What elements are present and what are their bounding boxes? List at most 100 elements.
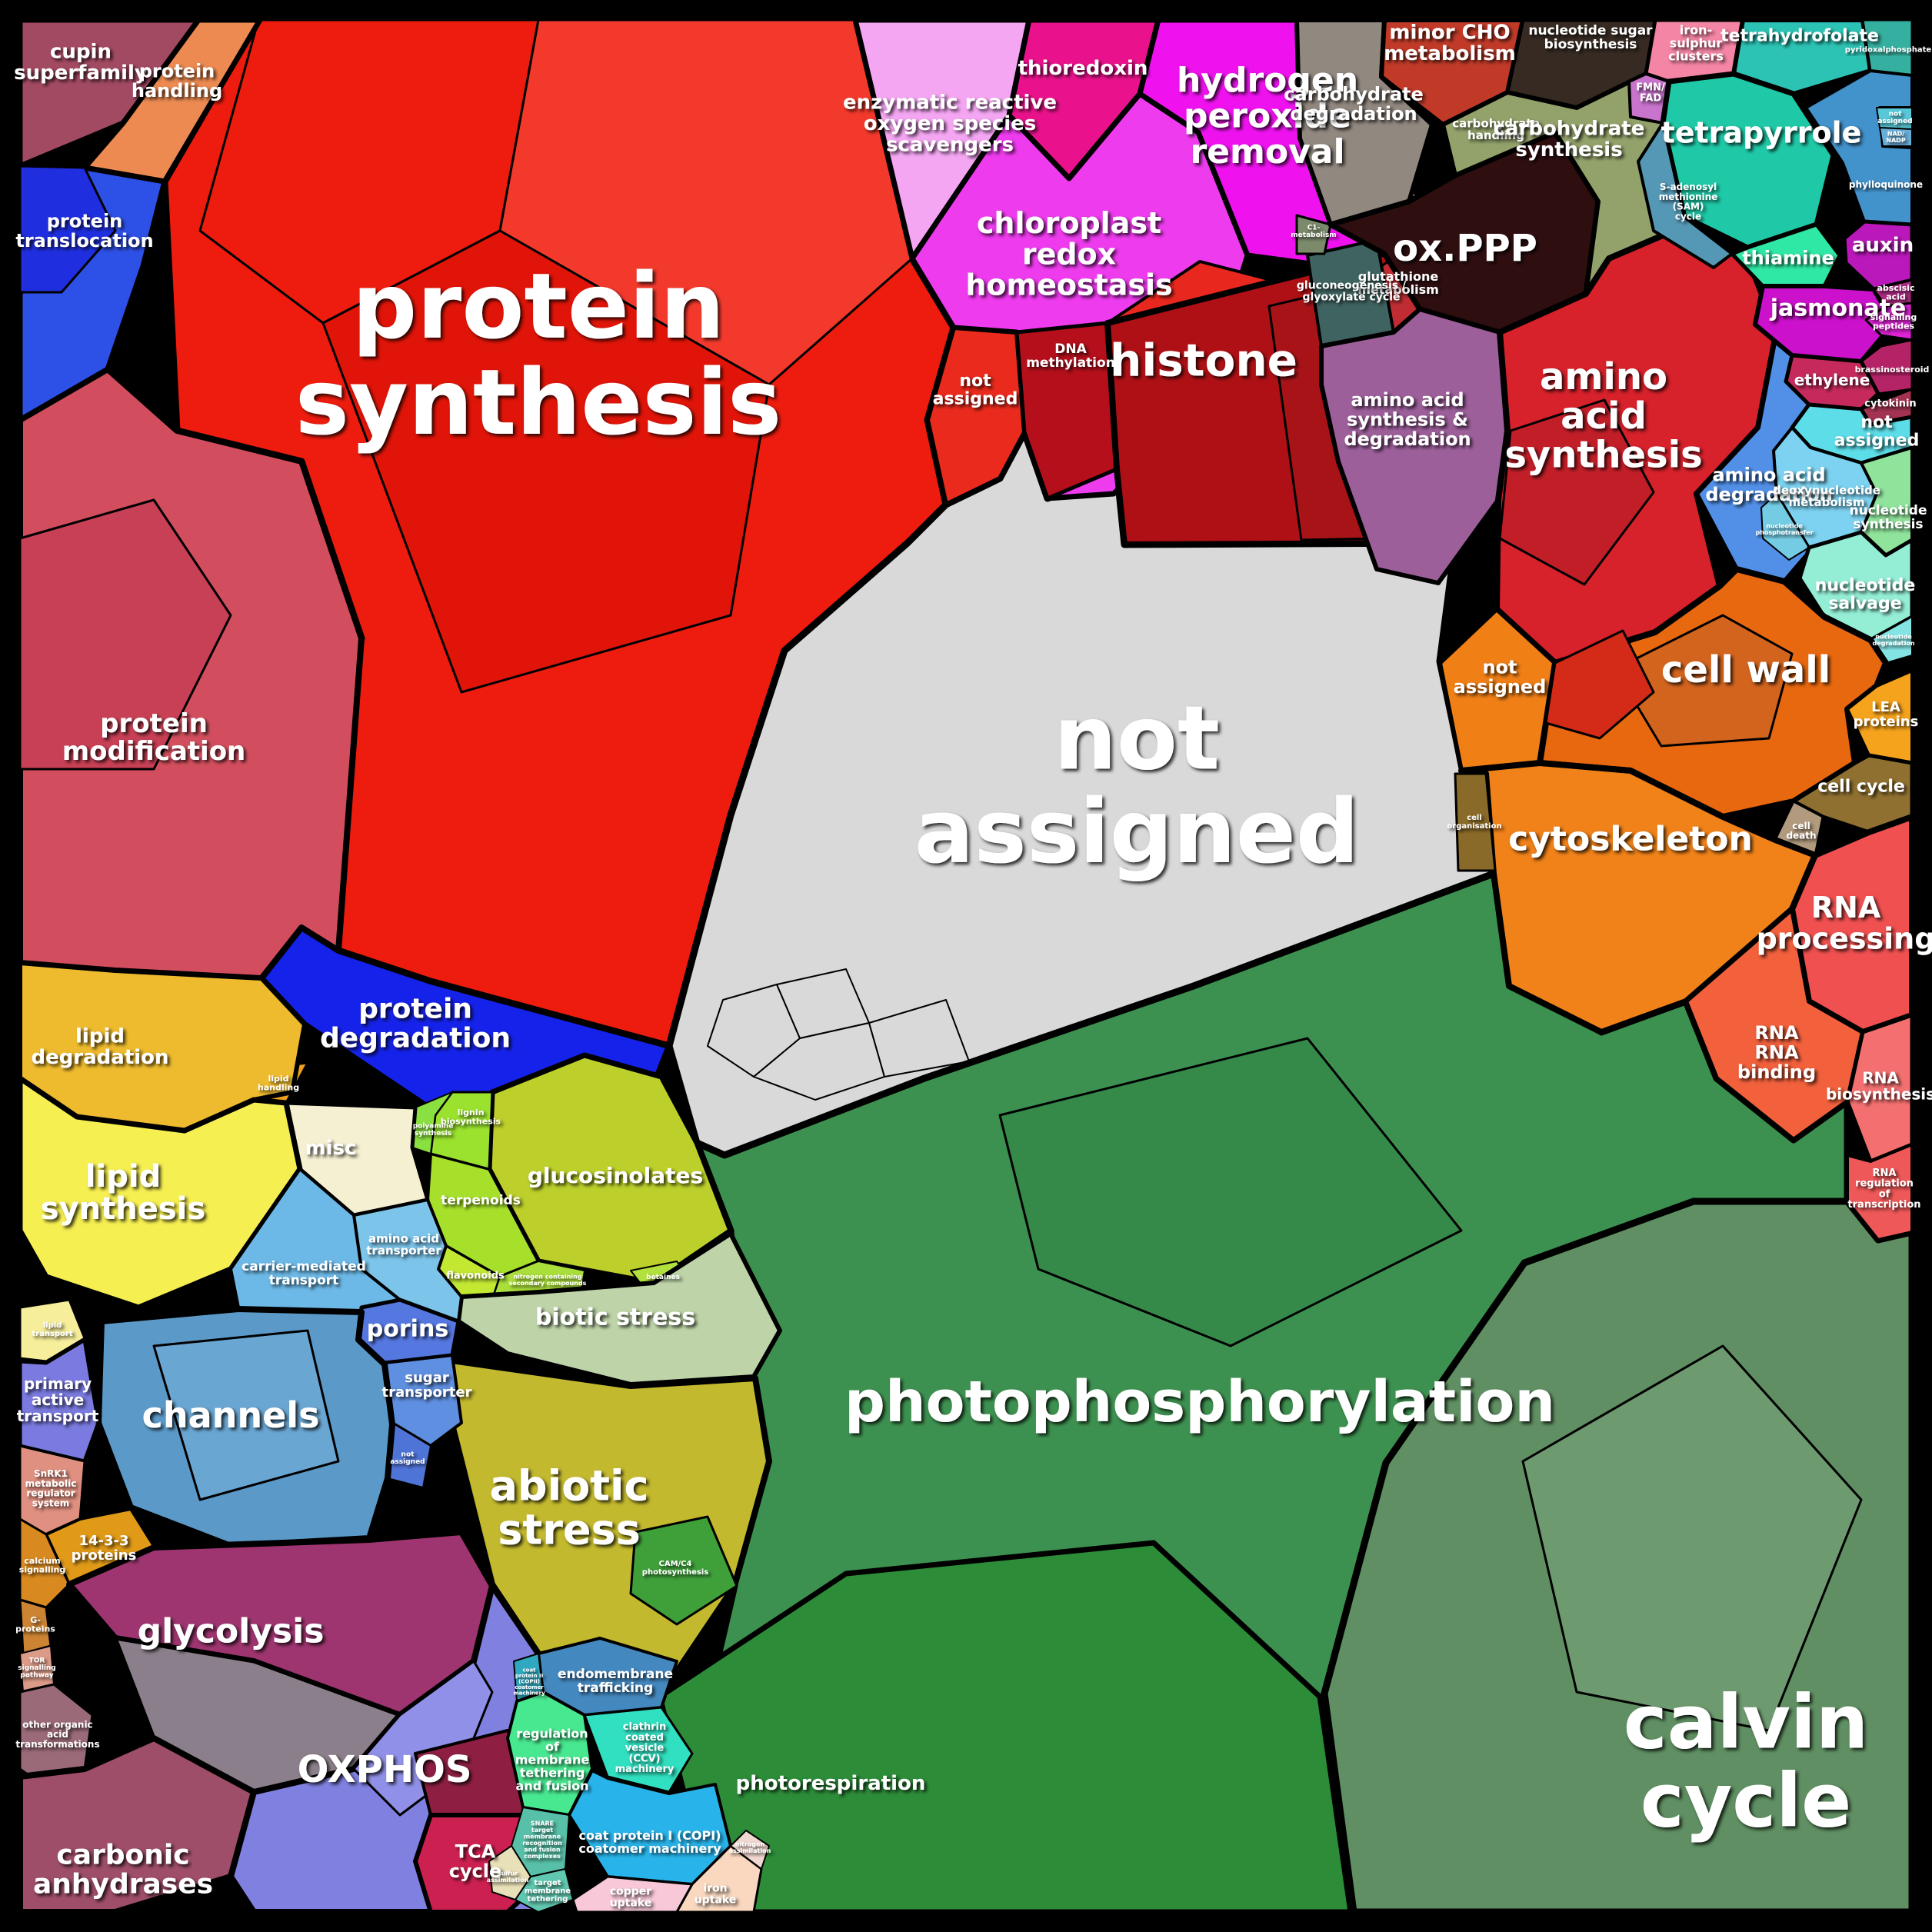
label-ethylene: ethylene (1794, 371, 1870, 389)
label-auxin: auxin (1852, 234, 1914, 257)
label-calvin-cycle: calvin cycle (1624, 1680, 1868, 1844)
label-dna-methylation: DNA methylation (1026, 341, 1115, 371)
label-iron-sulphur-clusters: iron-sulphur clusters (1668, 23, 1724, 64)
label-flavonoids: flavonoids (446, 1271, 505, 1282)
cell-sam-cycle[interactable] (1637, 122, 1734, 269)
label-carbonic-anhydrases: carbonic anhydrases (33, 1840, 213, 1900)
cell-calcium-signalling[interactable] (18, 1517, 71, 1609)
label-nucleotide-synthesis: nucleotide synthesis (1850, 503, 1927, 532)
label-tetrapyrrole: tetrapyrrole (1661, 115, 1862, 149)
cell-ps-fill-3 (321, 229, 771, 694)
label-gluconeogenesis-glyoxylate: gluconeogenesis / glyoxylate cycle (1297, 279, 1407, 303)
label-signalling-peptides: signalling peptides (1870, 312, 1917, 331)
label-copi-machinery: coat protein I (COPI) coatomer machinery (578, 1828, 721, 1856)
cell-nucleotide-phosphotransfer[interactable] (1760, 493, 1810, 561)
label-pyridoxalphosphate: pyridoxalphosphate (1845, 46, 1932, 55)
cells-layer (17, 16, 1916, 1916)
label-regulation-membrane-tethering: regulation of membrane tethering and fusion (515, 1727, 590, 1794)
label-thioredoxin: thioredoxin (1018, 57, 1148, 80)
label-amino-acid-synthesis: amino acid synthesis (1504, 355, 1702, 477)
label-nucleotide-phosphotransfer: nucleotide phosphotransfer (1755, 523, 1813, 536)
label-primary-active-transport: primary active transport (17, 1374, 99, 1425)
labels-layer: protein synthesis not assigned photophosphor… (14, 21, 1932, 1909)
cell-sulfur-assimilation[interactable] (488, 1845, 531, 1900)
label-hydrogen-peroxide-removal: hydrogen peroxide removal (1177, 61, 1358, 172)
label-snrk1: SnRK1 metabolic regulator system (25, 1468, 77, 1508)
cell-nad-nadp[interactable] (1879, 127, 1913, 147)
label-oxphos: OXPHOS (298, 1748, 472, 1791)
cell-aas-fill-1 (1498, 398, 1655, 586)
label-terpenoids: terpenoids (441, 1193, 521, 1208)
label-lipid-synthesis: lipid synthesis (41, 1159, 205, 1227)
label-iron-uptake: iron uptake (695, 1882, 737, 1906)
label-lipid-transport: lipid transport (32, 1321, 72, 1338)
label-amino-acid-transporter: amino acid transporter (366, 1231, 441, 1257)
cell-rna-regulation-transcription[interactable] (1846, 1143, 1914, 1241)
cell-tetrahydrofolate[interactable] (1731, 18, 1873, 96)
label-amino-acid-degradation: amino acid degradation (1705, 465, 1832, 505)
label-target-membrane-tethering: target membrane tethering (525, 1879, 571, 1904)
cell-na-fill-3 (753, 1022, 885, 1101)
cell-cw-fill-1 (1614, 614, 1794, 748)
label-enzymatic-ros-scavengers: enzymatic reactive oxygen species scavenge… (843, 92, 1057, 157)
cell-ps-fill-2 (498, 18, 914, 386)
label-phylloquinone: phylloquinone (1849, 179, 1923, 190)
label-jasmonate: jasmonate (1770, 295, 1907, 322)
label-lipid-degradation: lipid degradation (31, 1024, 168, 1069)
label-clathrin-ccv-machinery: clathrin coated vesicle (CCV) machinery (615, 1721, 675, 1775)
cell-ch-fill-1 (152, 1329, 340, 1501)
cell-biotic-stress[interactable] (456, 1231, 782, 1387)
label-amino-acid-synth-degradation: amino acid synthesis & degradation (1344, 389, 1471, 450)
label-nucleotide-sugar-biosynthesis: nucleotide sugar biosynthesis (1528, 23, 1653, 52)
cell-cam-c4-photosynthesis[interactable] (629, 1515, 738, 1626)
label-channels: channels (142, 1394, 320, 1436)
label-thiamine: thiamine (1742, 247, 1834, 268)
label-protein-synthesis: protein synthesis (295, 253, 782, 455)
label-nucleotide-salvage: nucleotide salvage (1815, 576, 1916, 613)
cell-signalling-peptides[interactable] (1864, 301, 1914, 341)
cell-iron-uptake[interactable] (675, 1844, 763, 1914)
label-misc: misc (305, 1137, 357, 1160)
cell-c1-metabolism[interactable] (1295, 214, 1332, 255)
cell-jasmonate[interactable] (1753, 284, 1896, 364)
label-not-assigned-smallblue: not assigned (390, 1451, 425, 1466)
label-not-assigned-orange: not assigned (1454, 657, 1547, 698)
label-brassinosteroid: brassinosteroid (1855, 365, 1930, 375)
label-g-proteins: G-proteins (15, 1615, 55, 1634)
label-minor-cho-metabolism: minor CHO metabolism (1384, 21, 1516, 65)
label-carbohydrate-synthesis: carbohydrate synthesis (1494, 117, 1645, 162)
label-other-organic-acid: other organic acid transformations (15, 1719, 99, 1749)
label-protein-translocation: protein translocation (15, 211, 153, 251)
cell-dna-methylation[interactable] (1014, 321, 1119, 501)
label-protein-degradation: protein degradation (320, 994, 511, 1054)
cell-phylloquinone[interactable] (1804, 69, 1914, 226)
label-rna-regulation-transcription: RNA regulation of transcription (1847, 1168, 1920, 1211)
cell-ox-fill-1 (352, 1660, 494, 1817)
cell-cw-fill-2 (1544, 629, 1655, 740)
label-nad-nadp: NAD/NADP (1886, 131, 1906, 144)
label-cell-death: cell death (1786, 821, 1816, 841)
label-glycolysis: glycolysis (138, 1611, 325, 1651)
label-photorespiration: photorespiration (736, 1772, 926, 1795)
label-protein-modification: protein modification (62, 708, 246, 767)
cell-rna-rna-binding[interactable] (1684, 907, 1865, 1142)
cell-fmn-fad[interactable] (1627, 72, 1671, 125)
label-betaines: betaines (646, 1274, 680, 1281)
label-cupin-superfamily: cupin superfamily (14, 40, 148, 85)
label-not-assigned-tr-tiny: not assigned (1877, 110, 1912, 125)
cell-nitrogen-assimilation[interactable] (730, 1830, 770, 1870)
label-rna-rna-binding: RNA RNA binding (1737, 1022, 1816, 1083)
label-cytoskeleton: cytoskeleton (1508, 819, 1753, 858)
label-abscisic-acid: abscisic acid (1877, 283, 1915, 302)
label-biotic-stress: biotic stress (535, 1304, 695, 1331)
cell-pp-fill-1 (998, 1037, 1463, 1347)
label-fmn-fad: FMN/FAD (1636, 82, 1665, 105)
label-not-assigned-red: not assigned (933, 371, 1018, 408)
cell-clathrin-ccv-machinery[interactable] (583, 1706, 694, 1794)
label-c1-metabolism: C1-metabolism (1291, 224, 1336, 239)
label-not-assigned-cyan: not assigned (1834, 413, 1920, 450)
label-glucosinolates: glucosinolates (528, 1163, 703, 1188)
cell-pm-fill-1 (18, 498, 232, 771)
cell-cell-organisation[interactable] (1454, 772, 1497, 872)
